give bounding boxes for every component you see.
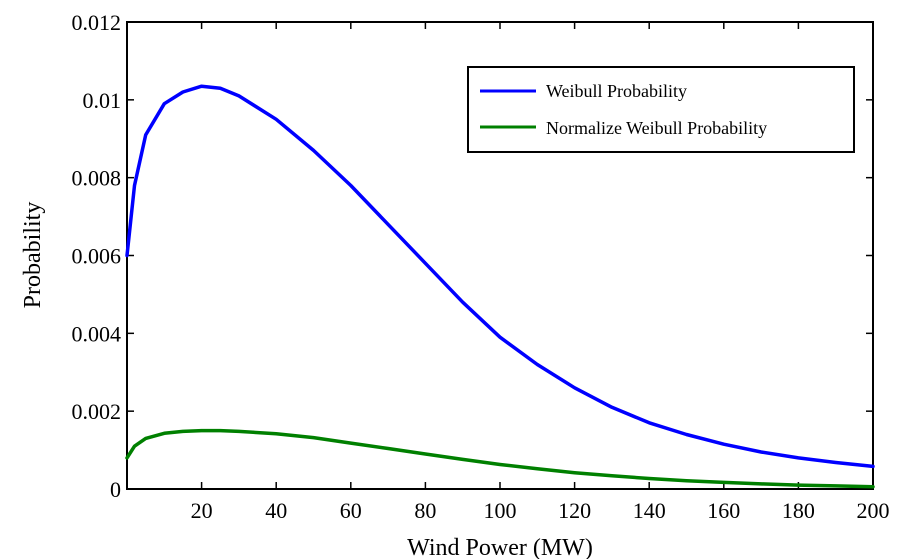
series-line-1 [125, 428, 875, 489]
legend-label-weibull: Weibull Probability [546, 81, 687, 101]
x-tick-label: 40 [265, 498, 287, 523]
y-tick-label: 0.008 [72, 166, 122, 191]
lines-layer [125, 84, 875, 489]
legend-label-normalized: Normalize Weibull Probability [546, 118, 767, 138]
x-tick-label: 100 [484, 498, 517, 523]
ticks-layer: 20 40 60 80 100 120 140 160 180 200 0 0.002 0.004 0.0… [72, 10, 890, 523]
x-tick-label: 180 [782, 498, 815, 523]
x-tick-label: 20 [191, 498, 213, 523]
y-tick-label: 0.002 [72, 399, 122, 424]
y-tick-label: 0.006 [72, 244, 122, 269]
series-line-0 [125, 84, 875, 469]
x-tick-label: 200 [857, 498, 890, 523]
y-tick-label: 0.004 [72, 321, 122, 346]
x-tick-label: 60 [340, 498, 362, 523]
y-tick-label: 0.012 [72, 10, 122, 35]
x-tick-label: 140 [633, 498, 666, 523]
legend: Weibull Probability Normalize Weibull Pr… [467, 66, 855, 153]
x-tick-label: 160 [707, 498, 740, 523]
x-axis-title: Wind Power (MW) [407, 535, 593, 559]
y-tick-label: 0.01 [83, 88, 122, 113]
y-tick-label: 0 [110, 477, 121, 502]
x-tick-label: 120 [558, 498, 591, 523]
y-axis-title: Probability [20, 202, 46, 309]
x-tick-label: 80 [414, 498, 436, 523]
legend-box [467, 66, 855, 153]
